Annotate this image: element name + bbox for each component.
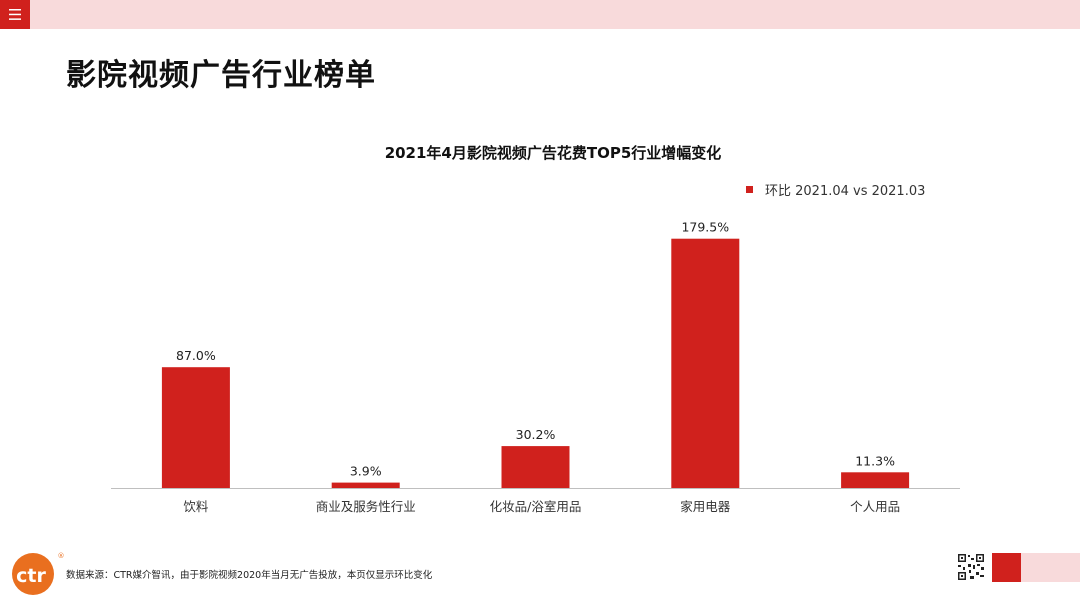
corner-accent-red [992, 553, 1021, 582]
x-tick-label: 商业及服务性行业 [316, 499, 416, 514]
data-label: 11.3% [855, 453, 895, 468]
x-tick-label: 家用电器 [680, 499, 731, 514]
x-tick-label: 化妆品/浴室用品 [490, 499, 582, 514]
data-label: 3.9% [350, 464, 382, 479]
bar [161, 367, 230, 488]
qr-code-icon[interactable] [957, 553, 985, 581]
data-source-note: 数据来源：CTR媒介智讯，由于影院视频2020年当月无广告投放，本页仅显示环比变… [66, 570, 433, 581]
bar [501, 446, 570, 488]
top-banner [0, 0, 1080, 29]
legend-label: 环比 2021.04 vs 2021.03 [765, 184, 926, 199]
ctr-logo: ctr ® [10, 550, 65, 600]
page-title: 影院视频广告行业榜单 [66, 58, 376, 93]
bar [841, 472, 910, 488]
svg-text:ctr: ctr [16, 565, 46, 587]
data-label: 179.5% [681, 220, 729, 235]
hamburger-menu-icon [9, 9, 21, 20]
chart-title: 2021年4月影院视频广告花费TOP5行业增幅变化 [384, 144, 722, 162]
x-tick-label: 饮料 [183, 499, 209, 514]
bar [331, 482, 400, 488]
x-tick-label: 个人用品 [850, 499, 900, 514]
svg-text:®: ® [58, 552, 65, 560]
menu-button[interactable] [0, 0, 30, 29]
data-label: 30.2% [516, 427, 556, 442]
data-label: 87.0% [176, 348, 216, 363]
chart-legend: 环比 2021.04 vs 2021.03 [746, 180, 925, 199]
corner-accent-pink [1021, 553, 1080, 582]
legend-swatch [746, 186, 753, 193]
bar [671, 238, 740, 488]
